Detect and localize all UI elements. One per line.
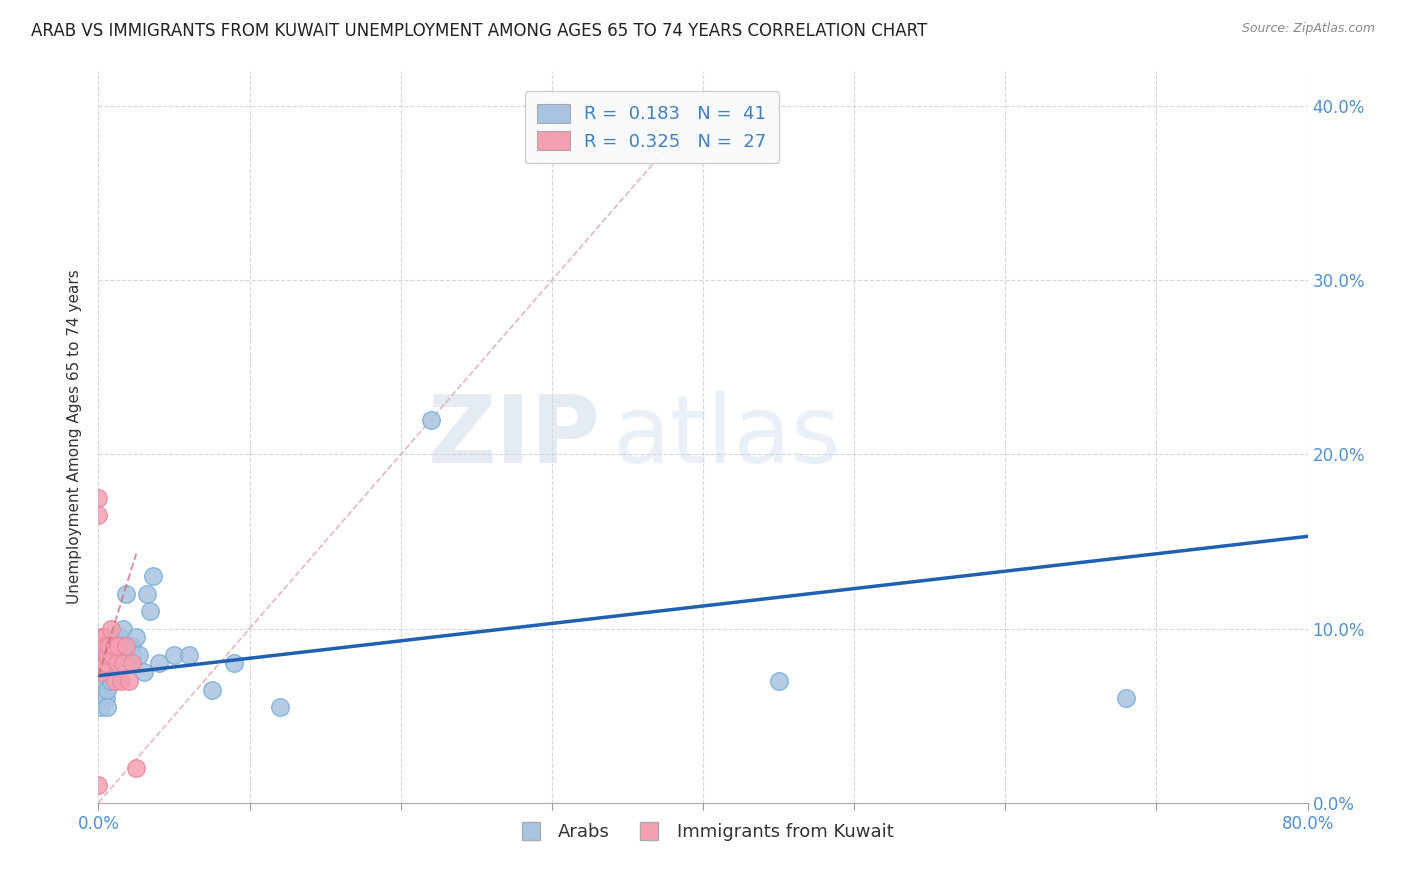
Point (111, 622, 134, 636)
Point (132, 665, 155, 680)
Point (118, 673, 141, 688)
Point (98, 639, 121, 653)
Point (420, 412, 443, 426)
Point (94, 657, 117, 671)
Point (111, 657, 134, 671)
Point (87, 682, 110, 697)
Text: ZIP: ZIP (427, 391, 600, 483)
Text: atlas: atlas (613, 391, 841, 483)
Point (90, 665, 112, 680)
Text: ARAB VS IMMIGRANTS FROM KUWAIT UNEMPLOYMENT AMONG AGES 65 TO 74 YEARS CORRELATIO: ARAB VS IMMIGRANTS FROM KUWAIT UNEMPLOYM… (31, 22, 927, 40)
Point (110, 673, 132, 688)
Point (163, 648, 186, 662)
Point (101, 648, 124, 662)
Point (114, 587, 136, 601)
Point (135, 587, 157, 601)
Point (201, 682, 224, 697)
Point (101, 648, 124, 662)
Point (139, 604, 162, 618)
Point (93, 657, 115, 671)
Point (103, 639, 125, 653)
Point (142, 569, 165, 583)
Point (112, 639, 135, 653)
Point (90, 700, 112, 714)
Point (104, 648, 127, 662)
Point (105, 657, 128, 671)
Point (87, 491, 110, 505)
Point (98, 665, 121, 680)
Text: Source: ZipAtlas.com: Source: ZipAtlas.com (1241, 22, 1375, 36)
Point (121, 639, 143, 653)
Point (179, 648, 201, 662)
Point (148, 657, 170, 671)
Point (105, 657, 128, 671)
Point (110, 639, 132, 653)
Legend: Arabs, Immigrants from Kuwait: Arabs, Immigrants from Kuwait (506, 816, 900, 848)
Y-axis label: Unemployment Among Ages 65 to 74 years: Unemployment Among Ages 65 to 74 years (66, 269, 82, 605)
Point (122, 648, 145, 662)
Point (125, 631, 148, 645)
Point (93, 631, 115, 645)
Point (96, 648, 118, 662)
Point (87, 508, 110, 523)
Point (224, 657, 246, 671)
Point (114, 639, 136, 653)
Point (118, 639, 141, 653)
Point (89, 631, 111, 645)
Point (96, 700, 118, 714)
Point (91, 657, 114, 671)
Point (120, 657, 142, 671)
Point (91, 648, 114, 662)
Point (87, 778, 110, 792)
Point (104, 673, 127, 688)
Point (115, 648, 138, 662)
Point (93, 673, 115, 688)
Point (128, 648, 150, 662)
Point (125, 761, 148, 775)
Point (96, 682, 118, 697)
Point (89, 665, 111, 680)
Point (768, 673, 790, 688)
Point (103, 639, 125, 653)
Point (108, 631, 131, 645)
Point (107, 639, 129, 653)
Point (89, 648, 111, 662)
Point (91, 639, 114, 653)
Point (100, 622, 122, 636)
Point (94, 657, 117, 671)
Point (94, 639, 117, 653)
Point (1115, 691, 1137, 706)
Point (269, 700, 291, 714)
Point (100, 673, 122, 688)
Point (121, 657, 143, 671)
Point (107, 639, 129, 653)
Point (94, 691, 117, 706)
Point (90, 639, 112, 653)
